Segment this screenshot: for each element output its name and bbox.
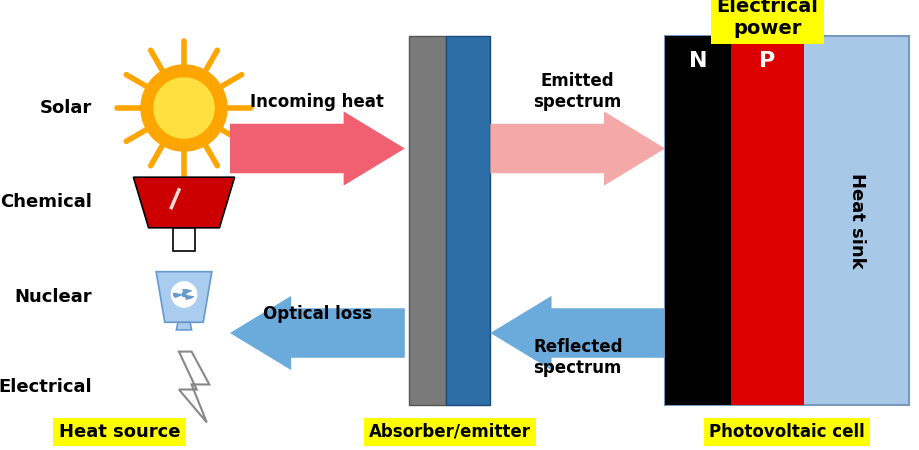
Text: Photovoltaic cell: Photovoltaic cell [709,423,864,441]
Text: Solar: Solar [40,99,92,117]
Ellipse shape [141,65,227,151]
Bar [664,36,731,405]
Polygon shape [156,272,211,322]
Bar [409,36,446,405]
Bar [664,36,908,405]
Wedge shape [182,289,192,293]
Text: Heat sink: Heat sink [846,173,865,268]
Bar [446,36,490,405]
Ellipse shape [182,292,186,297]
Ellipse shape [153,78,214,138]
Polygon shape [176,322,191,330]
Polygon shape [230,296,404,370]
Ellipse shape [171,282,197,307]
Text: Chemical: Chemical [0,194,92,212]
Bar [731,36,803,405]
Text: N: N [688,51,707,71]
Text: Electrical
power: Electrical power [716,0,818,39]
Text: Optical loss: Optical loss [263,305,371,323]
Polygon shape [230,112,404,185]
Polygon shape [490,112,664,185]
Text: P: P [758,51,775,71]
Polygon shape [179,351,210,423]
Text: Heat source: Heat source [59,423,180,441]
Text: Emitted
spectrum: Emitted spectrum [533,72,621,111]
Text: Electrical: Electrical [0,378,92,396]
Polygon shape [490,296,664,370]
Polygon shape [173,228,195,251]
Polygon shape [133,177,234,228]
Text: Absorber/emitter: Absorber/emitter [369,423,530,441]
Text: Reflected
spectrum: Reflected spectrum [532,338,622,377]
Text: Nuclear: Nuclear [15,288,92,306]
Wedge shape [185,295,194,300]
Wedge shape [173,292,181,298]
Text: Incoming heat: Incoming heat [250,93,384,111]
